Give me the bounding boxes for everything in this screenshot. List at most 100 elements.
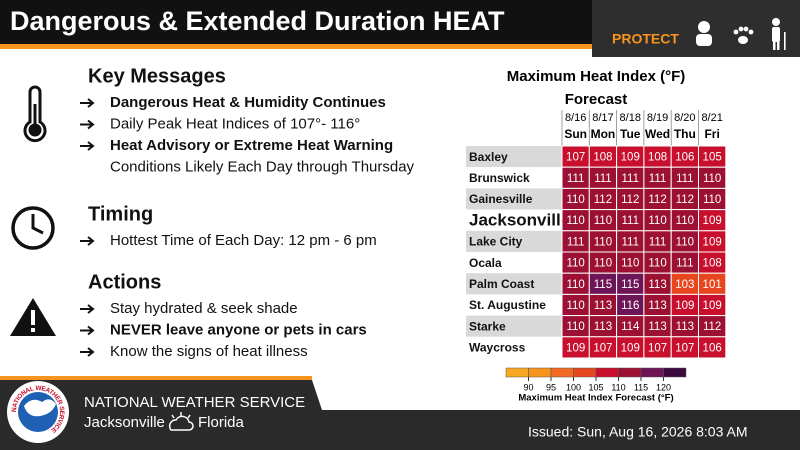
issued: Issued: Sun, Aug 16, 2026 8:03 AM <box>528 424 748 440</box>
heat-value: 111 <box>676 173 693 185</box>
heat-value: 109 <box>566 342 585 354</box>
protect-icons <box>696 18 786 50</box>
heat-value: 109 <box>703 236 722 248</box>
heat-value: 101 <box>703 279 722 291</box>
date-label: 8/20 <box>674 112 695 124</box>
city-cell <box>466 315 562 337</box>
day-label: Mon <box>591 127 616 141</box>
city-name: Starke <box>469 319 506 333</box>
heat-value: 108 <box>648 152 667 164</box>
heat-value: 111 <box>649 173 666 185</box>
bullet-arrow <box>80 119 95 130</box>
heat-value: 106 <box>703 342 722 354</box>
heat-value: 110 <box>566 321 584 333</box>
legend-tick-label: 100 <box>566 382 581 392</box>
heat-value: 111 <box>676 258 693 270</box>
heat-value: 110 <box>648 215 666 227</box>
protect-label: PROTECT <box>612 31 679 47</box>
bullet-arrow <box>80 98 95 108</box>
heat-value: 109 <box>675 300 694 312</box>
section-heading: Actions <box>88 271 161 293</box>
section-heading: Key Messages <box>88 65 226 87</box>
heat-value: 111 <box>622 173 639 185</box>
legend-tick-label: 105 <box>588 382 603 392</box>
heat-value: 110 <box>648 258 666 270</box>
heat-value: 108 <box>703 258 722 270</box>
bullet-arrow <box>80 304 95 314</box>
heat-value: 110 <box>566 215 584 227</box>
bullet-arrow <box>80 236 95 246</box>
legend-swatch <box>640 367 664 378</box>
city-name: Gainesville <box>469 192 533 206</box>
legend-tick-label: 110 <box>611 382 625 392</box>
day-label: Thu <box>674 127 696 141</box>
heat-value: 111 <box>567 236 584 248</box>
city-name: Brunswick <box>469 171 530 185</box>
message-item: Dangerous Heat & Humidity Continues <box>110 94 386 111</box>
city-name: Waycross <box>469 341 526 355</box>
heat-value: 107 <box>593 342 612 354</box>
legend-swatch <box>550 367 574 378</box>
date-label: 8/18 <box>620 112 641 124</box>
city-cell <box>466 273 562 295</box>
heat-value: 109 <box>621 152 640 164</box>
heat-value: 112 <box>648 194 666 206</box>
heat-value: 112 <box>594 194 612 206</box>
legend-swatch <box>528 367 552 378</box>
protect-panel <box>592 0 800 57</box>
heat-value: 103 <box>675 279 694 291</box>
heat-value: 111 <box>594 173 611 185</box>
city-cell <box>466 230 562 252</box>
table-subtitle: Forecast <box>565 91 628 108</box>
heat-value: 111 <box>622 236 639 248</box>
sun-cloud-icon <box>168 412 194 431</box>
heat-value: 112 <box>621 194 639 206</box>
heat-value: 105 <box>703 152 722 164</box>
title: Dangerous & Extended Duration HEAT <box>10 6 505 36</box>
header-stripe <box>0 44 592 49</box>
city-cell <box>466 209 562 231</box>
heat-value: 113 <box>648 279 666 291</box>
nws-logo: NATIONAL WEATHER SERVICE <box>7 381 69 443</box>
heat-value: 109 <box>703 215 722 227</box>
footer-bar <box>0 380 800 450</box>
heat-value: 110 <box>676 215 694 227</box>
date-label: 8/16 <box>565 112 586 124</box>
heat-value: 110 <box>594 236 612 248</box>
heat-value: 114 <box>621 321 640 333</box>
heat-value: 115 <box>621 279 639 291</box>
heat-value: 112 <box>676 194 694 206</box>
legend-title: Maximum Heat Index Forecast (°F) <box>518 393 673 404</box>
legend-tick-label: 90 <box>523 382 533 392</box>
heat-value: 113 <box>594 321 612 333</box>
heat-value: 111 <box>649 236 666 248</box>
heat-value: 106 <box>675 152 694 164</box>
city-name: Jacksonville <box>469 211 570 230</box>
day-label: Wed <box>645 127 670 141</box>
office-state: Florida <box>198 414 245 431</box>
office-city: Jacksonville <box>84 414 165 431</box>
message-item: NEVER leave anyone or pets in cars <box>110 321 367 338</box>
day-label: Sun <box>564 127 587 141</box>
heat-value: 110 <box>703 173 721 185</box>
date-label: 8/21 <box>701 112 722 124</box>
message-item: Stay hydrated & seek shade <box>110 300 298 317</box>
day-label: Tue <box>620 127 641 141</box>
warning-icon <box>10 298 56 336</box>
city-cell <box>466 252 562 274</box>
city-name: St. Augustine <box>469 298 546 312</box>
date-label: 8/17 <box>592 112 613 124</box>
heat-value: 113 <box>594 300 612 312</box>
table-title: Maximum Heat Index (°F) <box>507 68 686 85</box>
heat-value: 108 <box>593 152 612 164</box>
heat-value: 110 <box>676 236 694 248</box>
section-heading: Timing <box>88 203 153 225</box>
org-name: NATIONAL WEATHER SERVICE <box>84 394 305 411</box>
heat-value: 116 <box>621 300 639 312</box>
date-label: 8/19 <box>647 112 668 124</box>
city-cell <box>466 336 562 358</box>
heat-value: 112 <box>703 321 721 333</box>
heat-value: 110 <box>566 300 584 312</box>
